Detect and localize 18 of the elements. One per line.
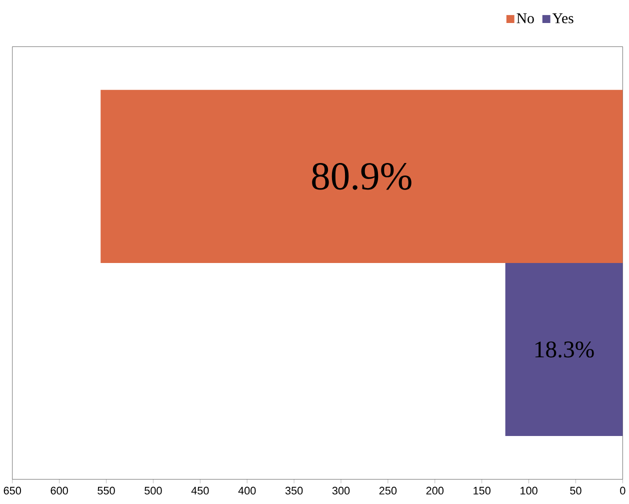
x-tick-label: 250 (379, 486, 397, 494)
annotation: 18.3% (535, 341, 594, 358)
x-tick-label: 300 (332, 486, 350, 494)
x-tick-label: 400 (238, 486, 256, 494)
x-tick-label: 100 (520, 486, 538, 494)
legend-label: No (516, 13, 534, 24)
x-tick-label: 650 (4, 486, 21, 494)
x-tick-label: 50 (570, 486, 582, 494)
x-tick-label: 350 (285, 486, 303, 494)
x-tick-label: 200 (426, 486, 444, 494)
x-tick-label: 150 (474, 486, 490, 494)
legend-label: Yes (552, 13, 574, 24)
x-tick-label: 0 (620, 486, 626, 494)
x-tick-label: 600 (50, 486, 68, 494)
x-tick-label: 550 (98, 486, 115, 494)
annotation: 80.9% (312, 162, 412, 190)
x-tick-label: 450 (191, 486, 209, 494)
x-tick-label: 500 (144, 486, 162, 494)
